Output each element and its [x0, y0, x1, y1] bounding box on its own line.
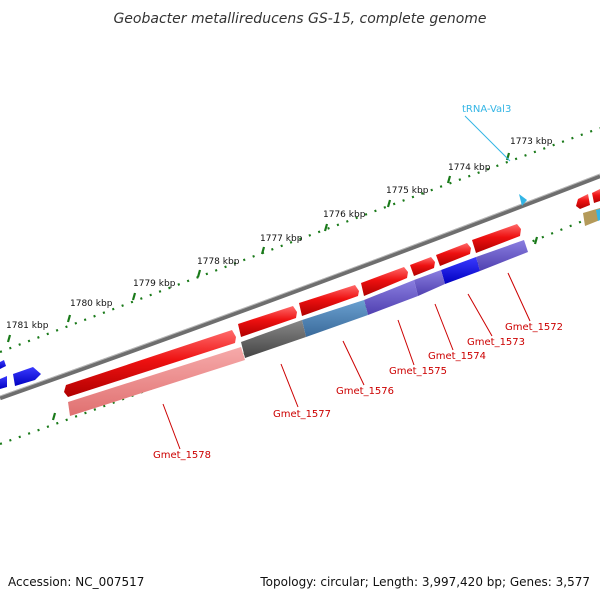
tick-label-1781: 1781 kbp: [6, 321, 49, 331]
cog-row: [68, 208, 600, 416]
tick-label-1774: 1774 kbp: [448, 163, 491, 173]
gene-arrow-left-3[interactable]: [0, 360, 6, 369]
gene-leader-lines: [162, 272, 531, 450]
cog-bar-1575[interactable]: [364, 280, 418, 315]
gene-arrow-edge-right[interactable]: [576, 194, 590, 209]
gene-arrow-edge-right-2[interactable]: [592, 189, 600, 203]
gene-1574-forward[interactable]: [410, 257, 435, 276]
gene-label-1576[interactable]: Gmet_1576: [336, 386, 394, 397]
gene-label-1573[interactable]: Gmet_1573: [467, 337, 525, 348]
tick-label-1777: 1777 kbp: [260, 234, 303, 244]
gene-1576-forward[interactable]: [299, 285, 359, 316]
tick-label-1780: 1780 kbp: [70, 299, 113, 309]
gene-label-1572[interactable]: Gmet_1572: [505, 322, 563, 333]
gene-arrow-left-2[interactable]: [0, 376, 7, 389]
cog-bar-1577[interactable]: [241, 320, 306, 358]
accession-text: Accession: NC_007517: [8, 575, 144, 589]
gene-1575-forward[interactable]: [361, 267, 408, 296]
gene-label-1575[interactable]: Gmet_1575: [389, 366, 447, 377]
gene-label-1577[interactable]: Gmet_1577: [273, 409, 331, 420]
gene-1578-forward[interactable]: [64, 330, 236, 397]
genome-backbone: [0, 173, 600, 401]
tick-label-1773: 1773 kbp: [510, 137, 553, 147]
cog-bar-edge-cyan[interactable]: [596, 209, 600, 221]
gene-1572-forward[interactable]: [472, 224, 521, 253]
tick-label-1776: 1776 kbp: [323, 210, 366, 220]
genome-backbone-highlight: [0, 173, 600, 397]
trna-leader-line: [464, 115, 511, 162]
left-edge-genes: [0, 360, 41, 389]
cog-bar-1576[interactable]: [302, 300, 368, 337]
cog-bar-1573[interactable]: [441, 257, 480, 284]
gene-arrow-left-1[interactable]: [13, 367, 41, 386]
map-title: Geobacter metallireducens GS-15, complet…: [113, 11, 486, 27]
forward-strand-genes: [64, 189, 600, 397]
genome-summary-text: Topology: circular; Length: 3,997,420 bp…: [259, 575, 590, 589]
gene-1573-forward[interactable]: [436, 243, 471, 266]
gene-label-1578[interactable]: Gmet_1578: [153, 450, 211, 461]
cog-bar-edge-tan[interactable]: [583, 208, 600, 226]
tick-label-1778: 1778 kbp: [197, 257, 240, 267]
trna-label[interactable]: tRNA-Val3: [462, 104, 511, 115]
cog-bar-1572[interactable]: [476, 240, 528, 271]
gene-label-1574[interactable]: Gmet_1574: [428, 351, 486, 362]
tick-label-1779: 1779 kbp: [133, 279, 176, 289]
cog-bar-1574[interactable]: [414, 270, 445, 296]
gene-1577-forward[interactable]: [238, 306, 297, 337]
outer-ruler: [0, 126, 600, 354]
outer-major-ticks: [6, 152, 511, 343]
tick-label-1775: 1775 kbp: [386, 186, 429, 196]
trna-feature[interactable]: [519, 194, 527, 206]
cog-bar-1578[interactable]: [68, 347, 245, 416]
